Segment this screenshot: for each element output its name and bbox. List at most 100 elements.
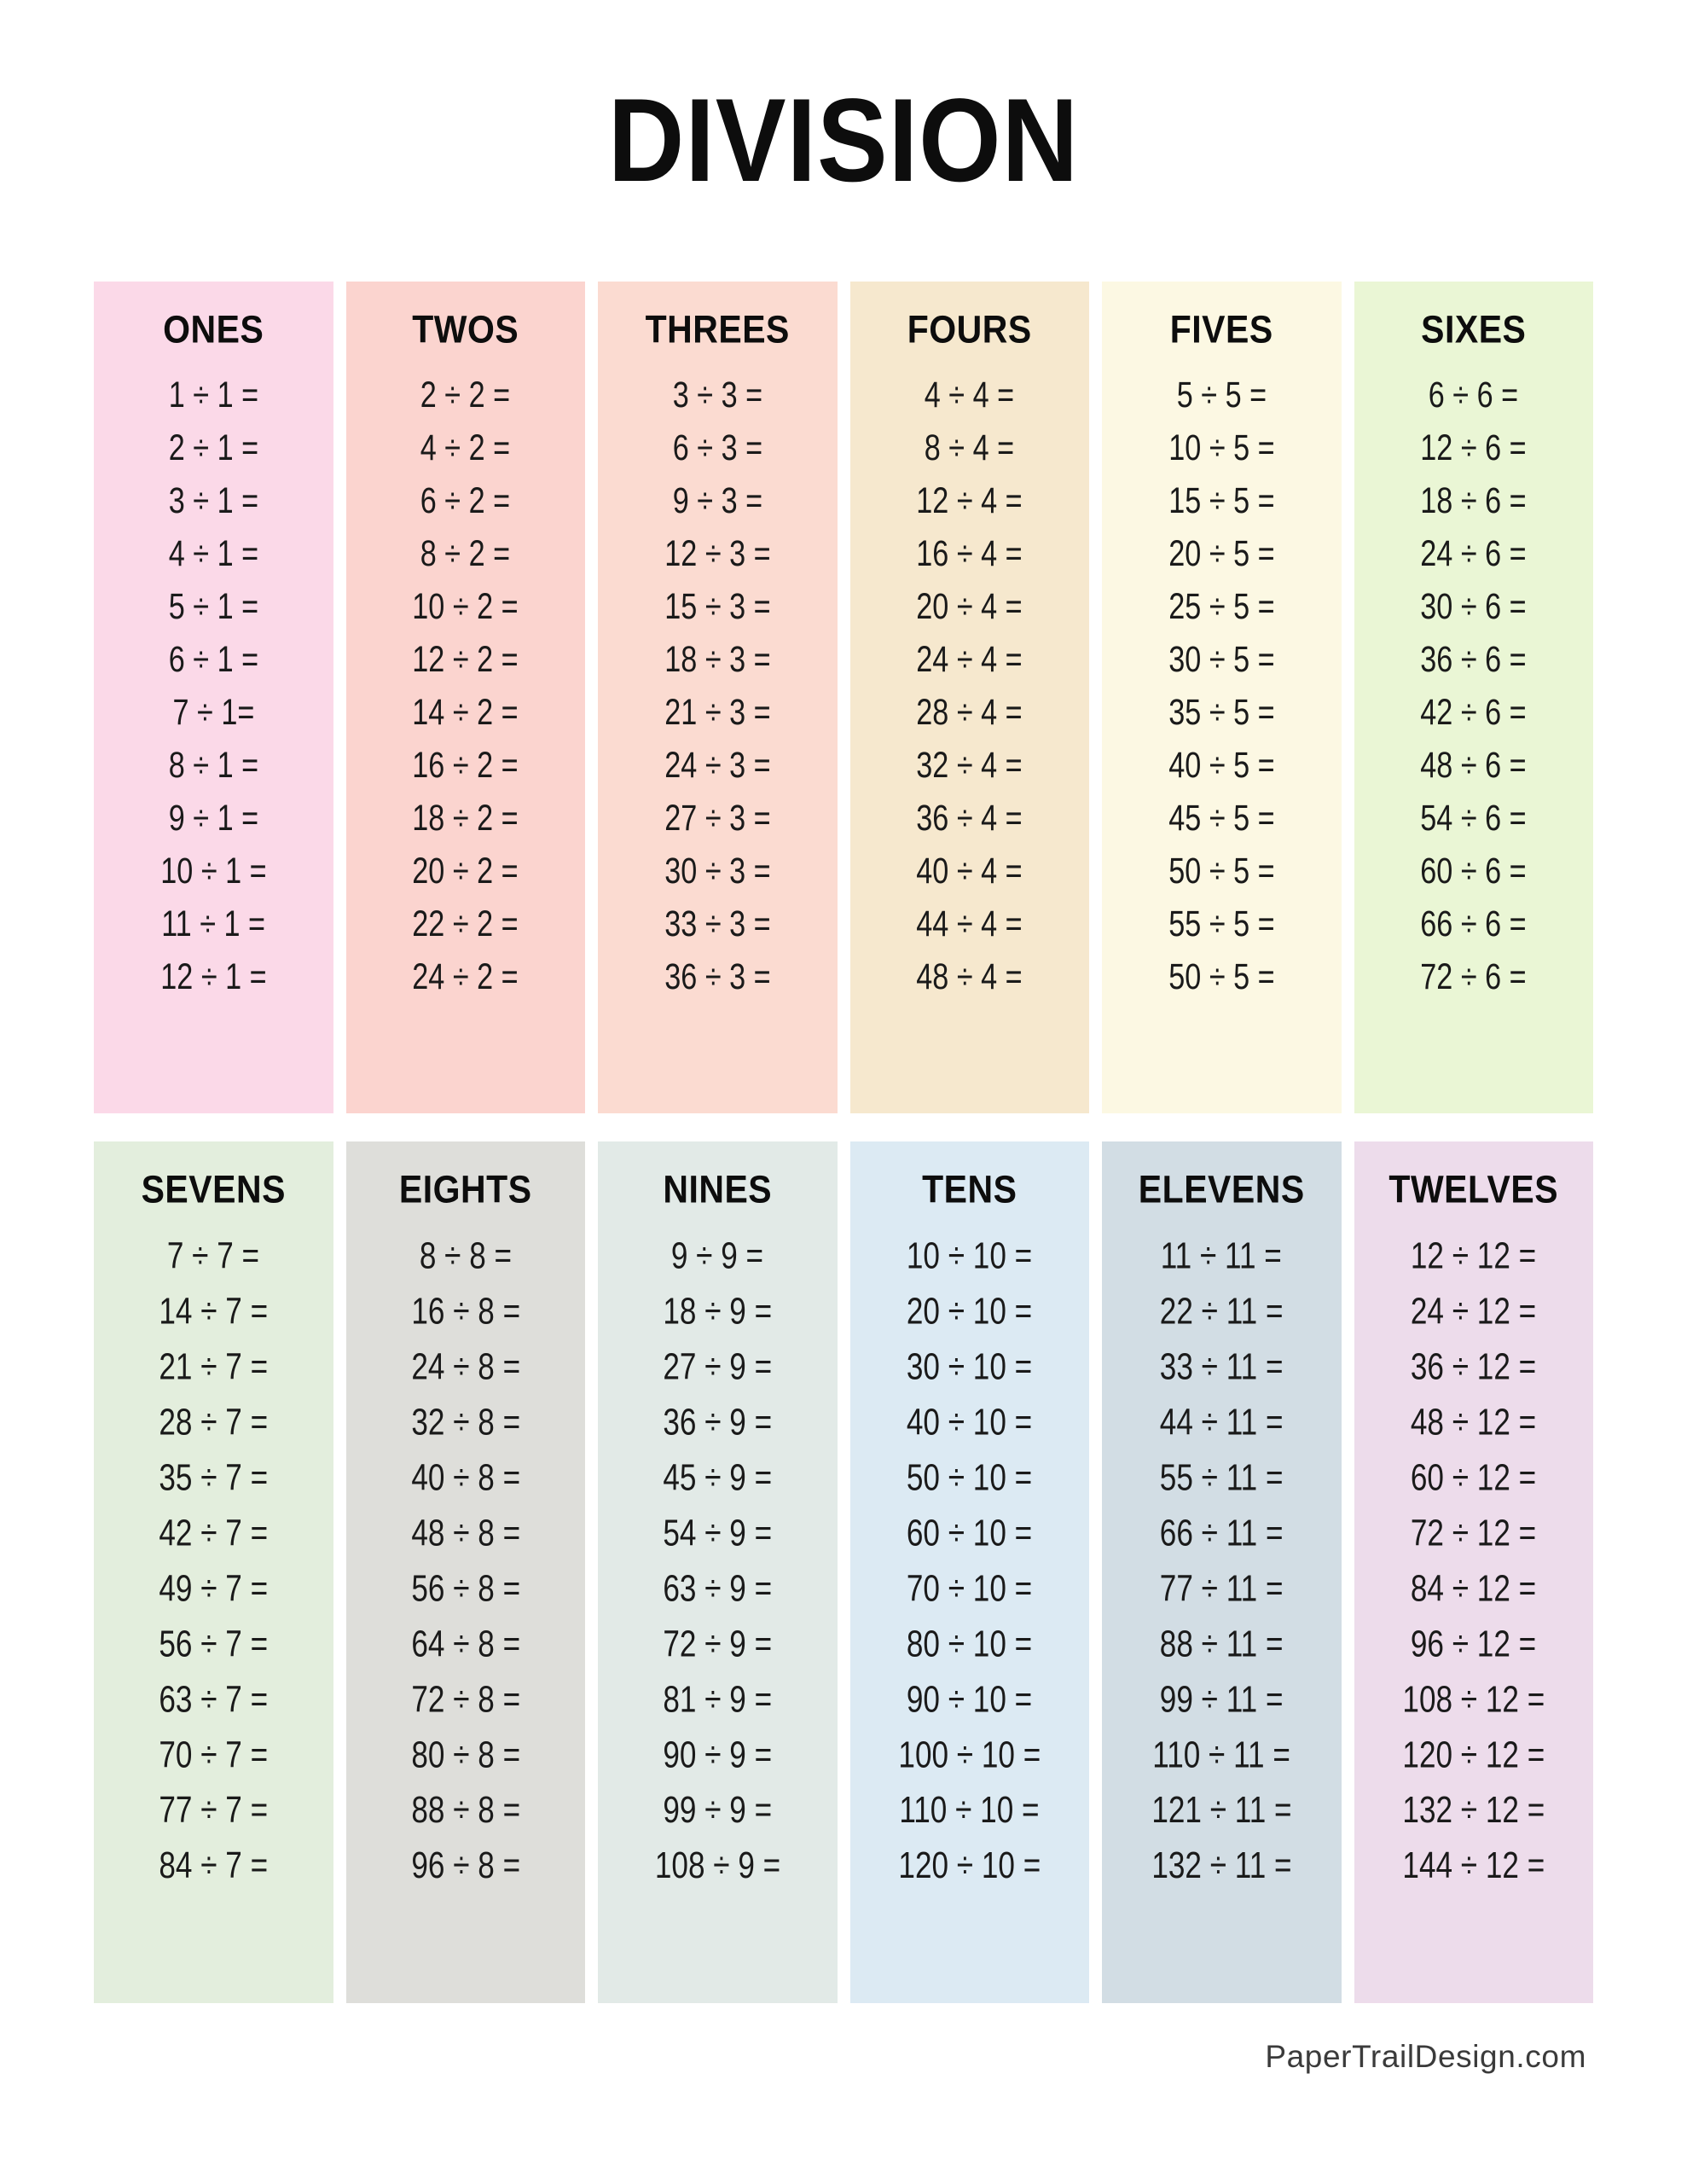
division-column-sevens: SEVENS 7 ÷ 7 = 14 ÷ 7 = 21 ÷ 7 = 28 ÷ 7 = 35 … bbox=[94, 1141, 333, 2003]
equation-item: 8 ÷ 2 = bbox=[420, 532, 511, 574]
equation-item: 24 ÷ 2 = bbox=[412, 956, 519, 997]
equation-item: 18 ÷ 3 = bbox=[664, 638, 771, 680]
column-header-nines: NINES bbox=[663, 1167, 773, 1211]
equation-item: 12 ÷ 3 = bbox=[664, 532, 771, 574]
equation-list-threes: 3 ÷ 3 = 6 ÷ 3 = 9 ÷ 3 = 12 ÷ 3 = 15 ÷ 3 = 18 … bbox=[598, 374, 838, 1014]
division-column-ones: ONES 1 ÷ 1 = 2 ÷ 1 = 3 ÷ 1 = 4 ÷ 1 = 5 ÷ 1 = 6… bbox=[94, 282, 333, 1113]
equation-item: 28 ÷ 7 = bbox=[159, 1401, 269, 1443]
equation-item: 99 ÷ 9 = bbox=[663, 1789, 773, 1831]
equation-item: 120 ÷ 10 = bbox=[898, 1844, 1041, 1886]
equation-item: 21 ÷ 3 = bbox=[664, 691, 771, 733]
division-row-bottom: SEVENS 7 ÷ 7 = 14 ÷ 7 = 21 ÷ 7 = 28 ÷ 7 = 35 … bbox=[0, 1141, 1687, 2003]
equation-item: 9 ÷ 1 = bbox=[168, 797, 258, 839]
division-column-sixes: SIXES 6 ÷ 6 = 12 ÷ 6 = 18 ÷ 6 = 24 ÷ 6 = 30 ÷… bbox=[1354, 282, 1593, 1113]
equation-item: 24 ÷ 3 = bbox=[664, 744, 771, 786]
equation-item: 12 ÷ 6 = bbox=[1420, 427, 1527, 468]
equation-item: 54 ÷ 9 = bbox=[663, 1512, 773, 1554]
equation-item: 45 ÷ 5 = bbox=[1168, 797, 1275, 839]
equation-item: 40 ÷ 10 = bbox=[907, 1401, 1033, 1443]
equation-item: 132 ÷ 12 = bbox=[1402, 1789, 1545, 1831]
equation-item: 30 ÷ 5 = bbox=[1168, 638, 1275, 680]
equation-item: 44 ÷ 11 = bbox=[1159, 1401, 1284, 1443]
equation-item: 80 ÷ 10 = bbox=[907, 1623, 1033, 1664]
equation-item: 12 ÷ 2 = bbox=[412, 638, 519, 680]
equation-item: 11 ÷ 1 = bbox=[161, 903, 266, 944]
footer: PaperTrailDesign.com bbox=[0, 2003, 1687, 2184]
equation-item: 90 ÷ 9 = bbox=[663, 1734, 773, 1775]
equation-item: 28 ÷ 4 = bbox=[916, 691, 1023, 733]
equation-item: 30 ÷ 3 = bbox=[664, 850, 771, 892]
column-header-threes: THREES bbox=[645, 307, 790, 351]
column-header-twelves: TWELVES bbox=[1388, 1167, 1559, 1211]
equation-list-ones: 1 ÷ 1 = 2 ÷ 1 = 3 ÷ 1 = 4 ÷ 1 = 5 ÷ 1 = 6 ÷ 1… bbox=[94, 374, 333, 1014]
equation-item: 70 ÷ 7 = bbox=[159, 1734, 269, 1775]
equation-item: 77 ÷ 11 = bbox=[1159, 1567, 1284, 1609]
equation-item: 27 ÷ 9 = bbox=[663, 1345, 773, 1387]
equation-item: 1 ÷ 1 = bbox=[168, 374, 258, 415]
equation-item: 20 ÷ 10 = bbox=[907, 1290, 1033, 1332]
equation-item: 36 ÷ 3 = bbox=[664, 956, 771, 997]
equation-item: 72 ÷ 9 = bbox=[663, 1623, 773, 1664]
equation-item: 10 ÷ 10 = bbox=[907, 1234, 1033, 1276]
equation-item: 36 ÷ 4 = bbox=[916, 797, 1023, 839]
equation-item: 63 ÷ 9 = bbox=[663, 1567, 773, 1609]
equation-item: 12 ÷ 12 = bbox=[1411, 1234, 1537, 1276]
equation-item: 36 ÷ 6 = bbox=[1420, 638, 1527, 680]
equation-item: 108 ÷ 9 = bbox=[654, 1844, 780, 1886]
equation-item: 12 ÷ 4 = bbox=[916, 479, 1023, 521]
equation-item: 55 ÷ 11 = bbox=[1159, 1456, 1284, 1498]
equation-item: 48 ÷ 6 = bbox=[1420, 744, 1527, 786]
equation-item: 4 ÷ 2 = bbox=[420, 427, 511, 468]
equation-item: 110 ÷ 11 = bbox=[1152, 1734, 1291, 1775]
equation-item: 8 ÷ 4 = bbox=[925, 427, 1015, 468]
equation-item: 22 ÷ 11 = bbox=[1159, 1290, 1284, 1332]
equation-item: 24 ÷ 4 = bbox=[916, 638, 1023, 680]
division-column-fives: FIVES 5 ÷ 5 = 10 ÷ 5 = 15 ÷ 5 = 20 ÷ 5 = 25 ÷… bbox=[1102, 282, 1342, 1113]
equation-item: 33 ÷ 3 = bbox=[664, 903, 771, 944]
division-column-eights: EIGHTS 8 ÷ 8 = 16 ÷ 8 = 24 ÷ 8 = 32 ÷ 8 = 40 … bbox=[345, 1141, 586, 2003]
equation-item: 40 ÷ 5 = bbox=[1168, 744, 1275, 786]
equation-item: 72 ÷ 6 = bbox=[1420, 956, 1527, 997]
division-column-nines: NINES 9 ÷ 9 = 18 ÷ 9 = 27 ÷ 9 = 36 ÷ 9 = 45 ÷… bbox=[598, 1141, 838, 2003]
equation-item: 4 ÷ 1 = bbox=[168, 532, 258, 574]
division-column-tens: TENS 10 ÷ 10 = 20 ÷ 10 = 30 ÷ 10 = 40 ÷ 10 =… bbox=[849, 1141, 1089, 2003]
equation-item: 20 ÷ 2 = bbox=[412, 850, 519, 892]
equation-list-eights: 8 ÷ 8 = 16 ÷ 8 = 24 ÷ 8 = 32 ÷ 8 = 40 ÷ 8 = 4… bbox=[346, 1237, 586, 1905]
equation-item: 22 ÷ 2 = bbox=[412, 903, 519, 944]
equation-item: 56 ÷ 7 = bbox=[159, 1623, 269, 1664]
equation-item: 36 ÷ 12 = bbox=[1411, 1345, 1537, 1387]
equation-item: 10 ÷ 2 = bbox=[412, 585, 519, 627]
equation-item: 5 ÷ 1 = bbox=[168, 585, 258, 627]
equation-item: 50 ÷ 5 = bbox=[1168, 956, 1275, 997]
equation-item: 3 ÷ 3 = bbox=[672, 374, 762, 415]
column-header-elevens: ELEVENS bbox=[1138, 1167, 1305, 1211]
division-row-top: ONES 1 ÷ 1 = 2 ÷ 1 = 3 ÷ 1 = 4 ÷ 1 = 5 ÷ 1 = 6… bbox=[0, 282, 1687, 1113]
equation-item: 32 ÷ 8 = bbox=[410, 1401, 520, 1443]
equation-item: 35 ÷ 5 = bbox=[1168, 691, 1275, 733]
equation-item: 33 ÷ 11 = bbox=[1159, 1345, 1284, 1387]
equation-item: 20 ÷ 5 = bbox=[1168, 532, 1275, 574]
equation-item: 24 ÷ 12 = bbox=[1411, 1290, 1537, 1332]
equation-item: 6 ÷ 1 = bbox=[168, 638, 258, 680]
equation-item: 21 ÷ 7 = bbox=[159, 1345, 269, 1387]
column-header-twos: TWOS bbox=[412, 307, 519, 351]
equation-item: 14 ÷ 7 = bbox=[159, 1290, 269, 1332]
equation-item: 15 ÷ 5 = bbox=[1168, 479, 1275, 521]
equation-item: 96 ÷ 12 = bbox=[1411, 1623, 1537, 1664]
equation-item: 63 ÷ 7 = bbox=[159, 1678, 269, 1720]
equation-item: 15 ÷ 3 = bbox=[664, 585, 771, 627]
equation-item: 14 ÷ 2 = bbox=[412, 691, 519, 733]
equation-item: 80 ÷ 8 = bbox=[410, 1734, 520, 1775]
equation-item: 6 ÷ 6 = bbox=[1429, 374, 1519, 415]
division-column-threes: THREES 3 ÷ 3 = 6 ÷ 3 = 9 ÷ 3 = 12 ÷ 3 = 15 ÷ … bbox=[598, 282, 838, 1113]
equation-item: 16 ÷ 4 = bbox=[916, 532, 1023, 574]
page-title: DIVISION bbox=[607, 74, 1080, 207]
equation-item: 10 ÷ 1 = bbox=[160, 850, 267, 892]
equation-item: 84 ÷ 7 = bbox=[159, 1844, 269, 1886]
division-column-twelves: TWELVES 12 ÷ 12 = 24 ÷ 12 = 36 ÷ 12 = 48 ÷ 1… bbox=[1354, 1141, 1593, 2003]
equation-item: 44 ÷ 4 = bbox=[916, 903, 1023, 944]
equation-item: 88 ÷ 8 = bbox=[410, 1789, 520, 1831]
column-header-sixes: SIXES bbox=[1421, 307, 1527, 351]
equation-item: 120 ÷ 12 = bbox=[1402, 1734, 1545, 1775]
equation-item: 66 ÷ 11 = bbox=[1159, 1512, 1284, 1554]
